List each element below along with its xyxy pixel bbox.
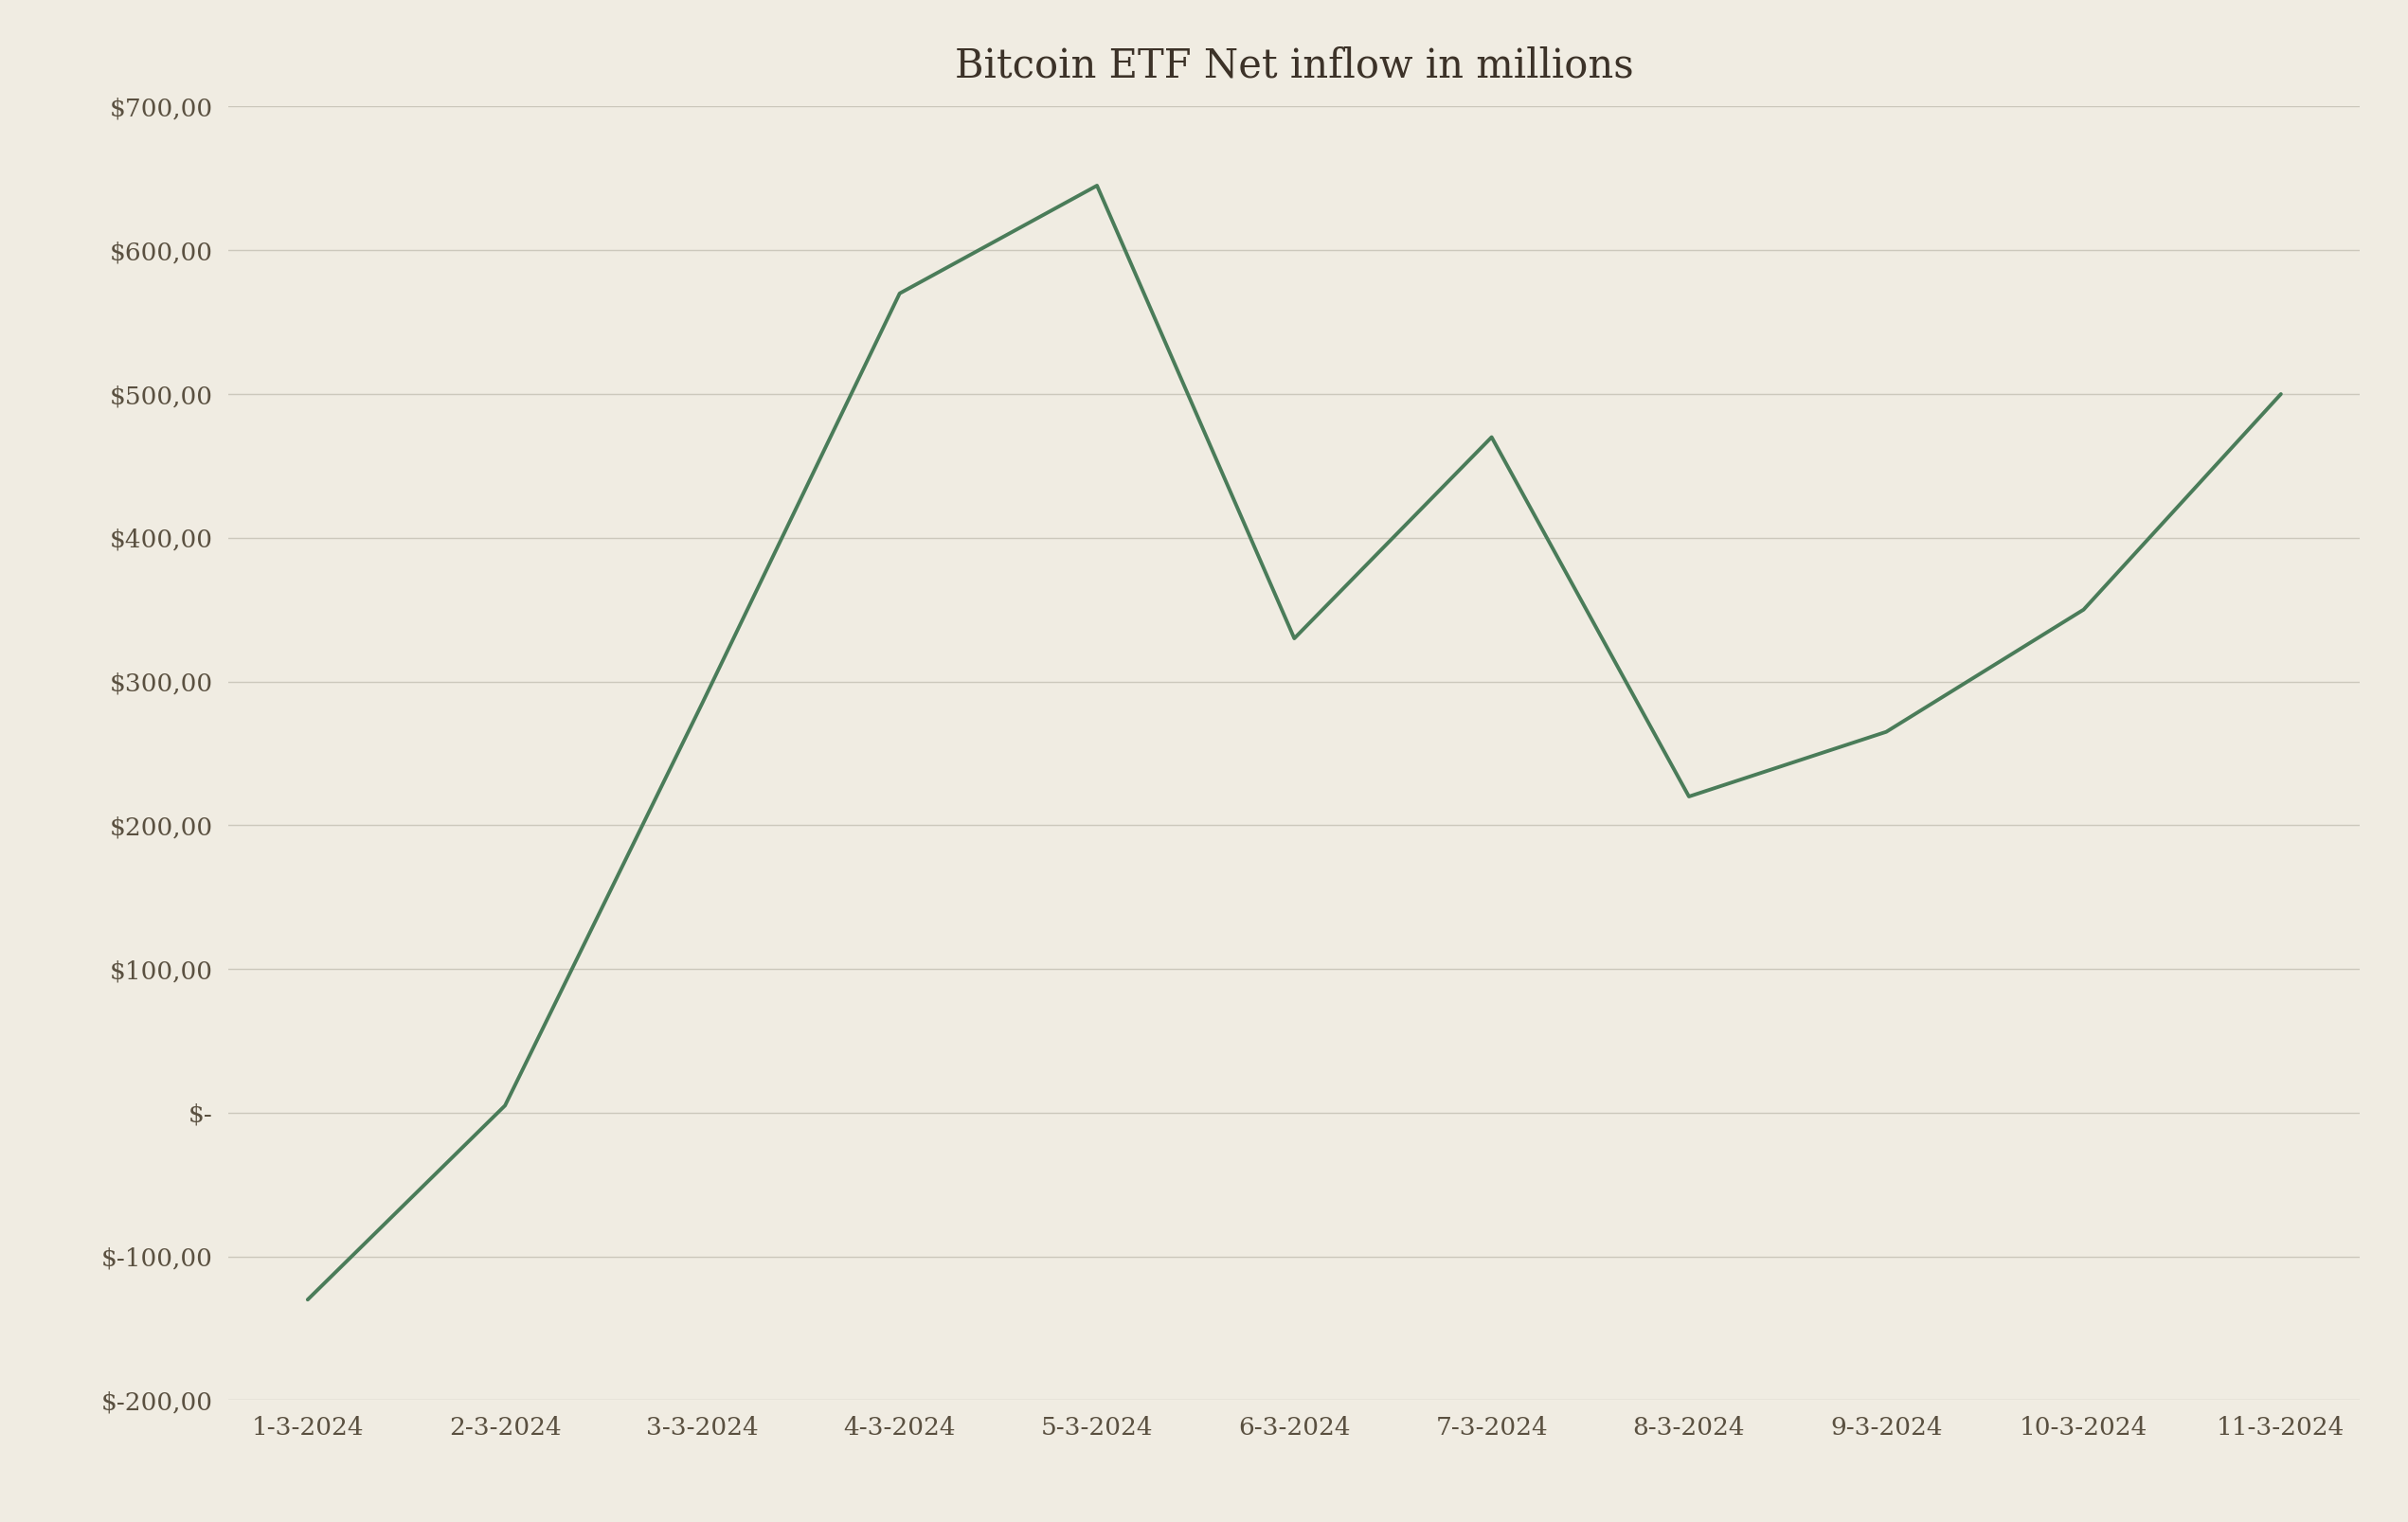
Title: Bitcoin ETF Net inflow in millions: Bitcoin ETF Net inflow in millions xyxy=(956,46,1633,87)
